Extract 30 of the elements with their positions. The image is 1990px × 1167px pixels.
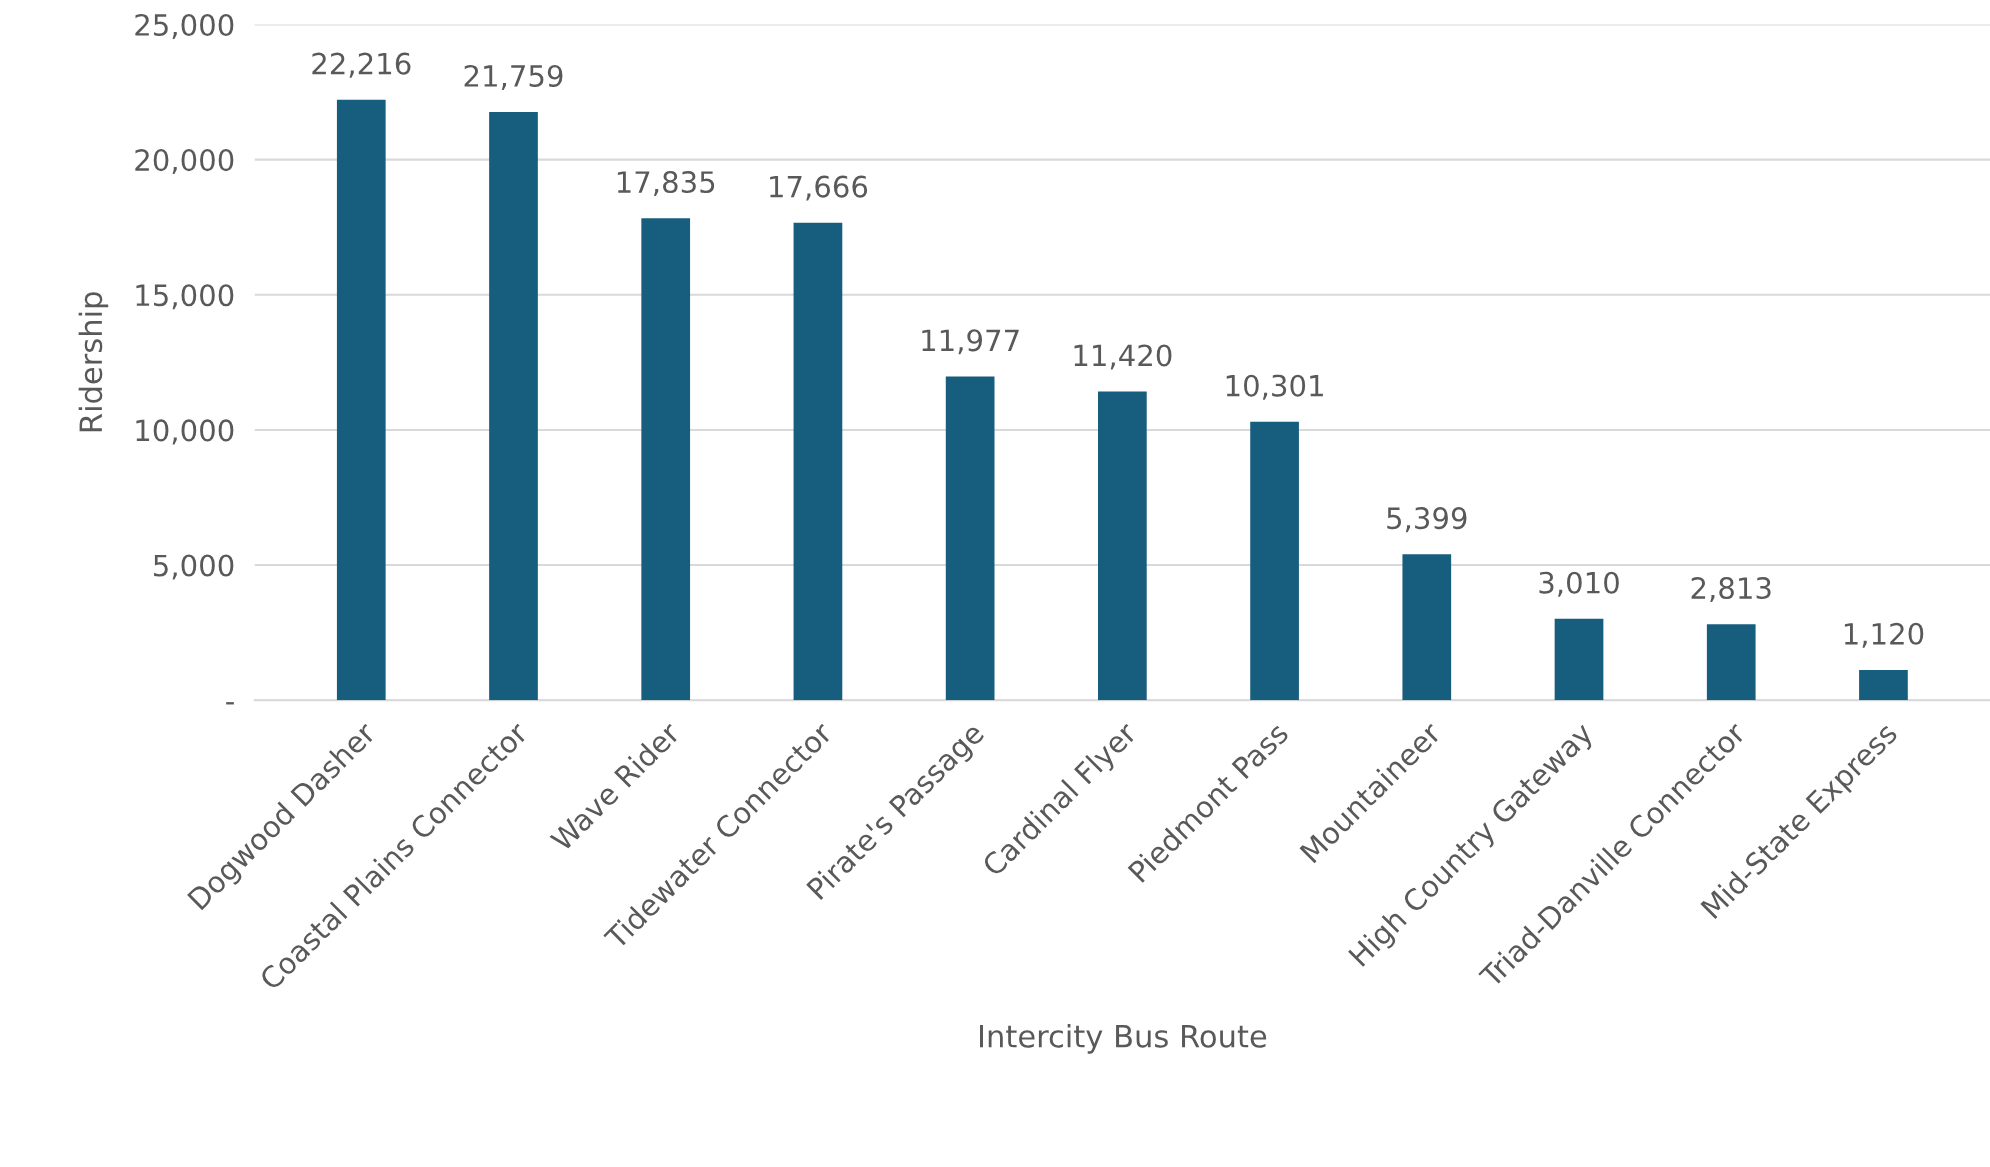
bar (489, 112, 538, 701)
bar (945, 376, 995, 701)
data-label: 11,420 (1074, 344, 1172, 370)
bar (1250, 421, 1299, 701)
data-label: 11,977 (922, 329, 1019, 355)
y-tick-label: 5,000 (154, 554, 234, 580)
bar (336, 99, 386, 701)
bar (1402, 554, 1452, 701)
data-label: 17,835 (617, 171, 715, 197)
y-tick-label: 20,000 (135, 149, 234, 175)
data-label: 1,120 (1844, 622, 1924, 648)
data-label: 10,301 (1226, 374, 1323, 400)
data-label: 17,666 (770, 175, 868, 201)
x-axis-title: Intercity Bus Route (979, 1024, 1267, 1054)
bar (1706, 624, 1756, 701)
bar (793, 222, 843, 701)
bar (1859, 669, 1908, 701)
y-tick-label: 15,000 (136, 284, 234, 310)
data-label: 5,399 (1387, 507, 1467, 533)
bar (1098, 391, 1147, 701)
y-tick-label: 25,000 (135, 13, 234, 39)
y-axis-title: Ridership (78, 292, 109, 432)
bar (641, 218, 691, 701)
bar (1554, 618, 1604, 701)
data-label: 21,759 (464, 64, 563, 90)
data-label: 3,010 (1539, 571, 1619, 597)
y-tick-label: 10,000 (136, 419, 234, 445)
data-label: 22,216 (312, 52, 411, 78)
y-tick-label: - (226, 702, 234, 705)
data-label: 2,813 (1691, 577, 1771, 603)
